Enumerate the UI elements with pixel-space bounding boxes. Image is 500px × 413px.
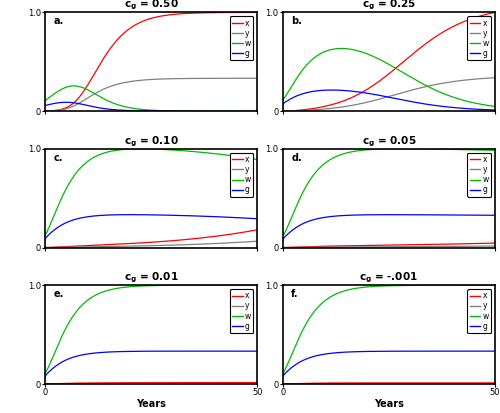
- Legend: x, y, w, g: x, y, w, g: [230, 16, 254, 60]
- Legend: x, y, w, g: x, y, w, g: [468, 289, 491, 333]
- Text: e.: e.: [54, 289, 64, 299]
- Text: f.: f.: [291, 289, 298, 299]
- X-axis label: Years: Years: [374, 399, 404, 408]
- Title: $\mathbf{c_g}$ = 0.01: $\mathbf{c_g}$ = 0.01: [124, 271, 178, 285]
- Text: c.: c.: [54, 153, 63, 163]
- Legend: x, y, w, g: x, y, w, g: [230, 289, 254, 333]
- Title: $\mathbf{c_g}$ = 0.25: $\mathbf{c_g}$ = 0.25: [362, 0, 416, 12]
- Legend: x, y, w, g: x, y, w, g: [230, 153, 254, 197]
- Title: $\mathbf{c_g}$ = -.001: $\mathbf{c_g}$ = -.001: [360, 271, 418, 285]
- X-axis label: Years: Years: [136, 399, 166, 408]
- Legend: x, y, w, g: x, y, w, g: [468, 153, 491, 197]
- Text: a.: a.: [54, 17, 64, 26]
- Title: $\mathbf{c_g}$ = 0.05: $\mathbf{c_g}$ = 0.05: [362, 134, 416, 149]
- Title: $\mathbf{c_g}$ = 0.50: $\mathbf{c_g}$ = 0.50: [124, 0, 178, 12]
- Text: d.: d.: [291, 153, 302, 163]
- Legend: x, y, w, g: x, y, w, g: [468, 16, 491, 60]
- Title: $\mathbf{c_g}$ = 0.10: $\mathbf{c_g}$ = 0.10: [124, 134, 178, 149]
- Text: b.: b.: [291, 17, 302, 26]
